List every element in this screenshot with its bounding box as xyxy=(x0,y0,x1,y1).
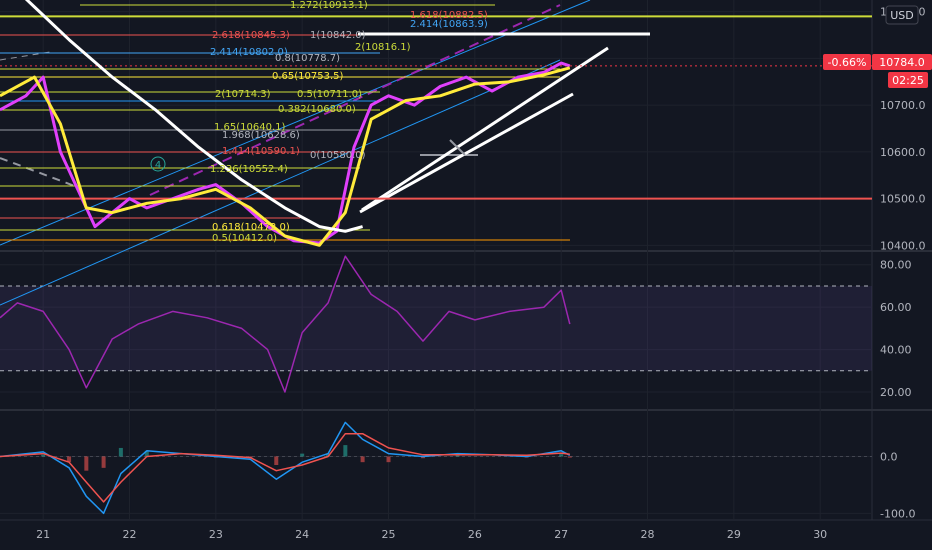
fib-label: 0.65(10753.5) xyxy=(272,71,344,82)
fib-label: 0.8(10778.7) xyxy=(275,53,340,64)
x-tick-label: 30 xyxy=(813,528,827,541)
price-y-tick-label: 10400.0 xyxy=(880,239,926,252)
fib-label: 0.5(10412.0) xyxy=(212,233,277,244)
fib-lines[interactable] xyxy=(0,4,570,241)
macd-histogram-bar xyxy=(300,453,305,457)
price-y-tick-label: 10600.0 xyxy=(880,146,926,159)
rsi-y-tick-label: 40.00 xyxy=(880,344,912,357)
fib-label: 1.272(10913.1) xyxy=(290,0,368,11)
currency-button[interactable]: USD xyxy=(885,5,919,25)
x-tick-label: 23 xyxy=(209,528,223,541)
fib-label: 1.236(10552.4) xyxy=(210,164,288,175)
x-tick-label: 25 xyxy=(382,528,396,541)
fib-label: 1.968(10628.6) xyxy=(222,130,300,141)
white-lower-trendline[interactable] xyxy=(359,92,574,214)
macd-series-1[interactable] xyxy=(0,432,570,503)
fib-label: 0.382(10680.0) xyxy=(278,104,356,115)
currency-button-label[interactable]: USD xyxy=(890,9,914,22)
macd-histogram-bar xyxy=(144,450,149,457)
fib-label: 2.414(10863.9) xyxy=(410,19,488,30)
macd-histogram-bar xyxy=(386,456,391,463)
macd-histogram-bar xyxy=(360,456,365,463)
fib-label: 2.414(10802.0) xyxy=(210,47,288,58)
fib-label: 0(10580.0) xyxy=(310,150,366,161)
fib-label: 1(10842.0) xyxy=(310,30,366,41)
macd-histogram-bar xyxy=(67,456,72,463)
macd-histogram-bar xyxy=(455,455,460,457)
rsi-y-tick-label: 60.00 xyxy=(880,301,912,314)
change-badge xyxy=(823,54,871,70)
fib-label: 1.618(10882.5) xyxy=(410,10,488,21)
macd-y-tick-label: -100.0 xyxy=(880,507,915,520)
currency-button-box[interactable] xyxy=(885,5,919,25)
fib-label: 1.65(10640.1) xyxy=(214,122,286,133)
series-layer xyxy=(0,0,872,515)
macd-histogram-bar xyxy=(274,456,279,465)
white-upper-trendline[interactable] xyxy=(361,46,609,212)
change-badge-text: -0.66% xyxy=(828,56,867,69)
price-series-2[interactable] xyxy=(0,0,363,233)
x-tick-label: 22 xyxy=(123,528,137,541)
fib-label: 2(10714.3) xyxy=(215,89,271,100)
countdown-text: 02:25 xyxy=(892,74,924,87)
macd-histogram-bar xyxy=(101,456,106,468)
downtrend-dashed-line[interactable] xyxy=(0,157,81,189)
downtrend-dashed-line-2[interactable] xyxy=(0,51,51,61)
channel-upper-line[interactable] xyxy=(0,0,591,246)
last-price-text: 10784.0 xyxy=(879,56,925,69)
elliott-wave-label: 4 xyxy=(155,160,161,171)
macd-histogram-bar xyxy=(41,454,46,457)
grey-arrow-line[interactable] xyxy=(449,139,466,156)
price-badges: -0.66% 10784.0 02:25 xyxy=(823,54,932,88)
macd-histogram-bar xyxy=(84,456,89,471)
x-tick-label: 21 xyxy=(36,528,50,541)
last-price-badge xyxy=(872,54,932,70)
macd-histogram-bar xyxy=(567,456,572,458)
price-y-tick-label: 10700.0 xyxy=(880,99,926,112)
price-series-1[interactable] xyxy=(0,66,571,247)
fib-label: 0.618(10472.0) xyxy=(212,222,290,233)
macd-histogram-bar xyxy=(559,454,564,457)
x-tick-label: 24 xyxy=(295,528,309,541)
fib-label: 1.414(10590.1) xyxy=(222,146,300,157)
macd-y-tick-label: 0.0 xyxy=(880,450,898,463)
countdown-badge xyxy=(888,72,928,88)
grid xyxy=(0,0,872,520)
channel-lower-line[interactable] xyxy=(0,59,561,306)
macd-histogram-bar xyxy=(326,453,331,457)
x-tick-label: 28 xyxy=(641,528,655,541)
macd-histogram-bar xyxy=(343,445,348,457)
x-tick-label: 27 xyxy=(554,528,568,541)
rsi-y-tick-label: 20.00 xyxy=(880,386,912,399)
x-tick-label: 26 xyxy=(468,528,482,541)
rsi-y-tick-label: 80.00 xyxy=(880,259,912,272)
x-tick-label: 29 xyxy=(727,528,741,541)
rsi-band-fill xyxy=(0,285,872,371)
macd-histogram-bar xyxy=(421,456,426,459)
price-y-tick-label: 10500.0 xyxy=(880,193,926,206)
fib-label-layer: 1.272(10913.1) 1.618(10882.5)2.414(10863.… xyxy=(210,0,488,244)
fib-label: 2.618(10845.3) xyxy=(212,30,290,41)
channel-mid-dashed[interactable] xyxy=(149,4,561,196)
drawing-layer[interactable] xyxy=(0,0,650,306)
fib-label: 0.5(10711.0) xyxy=(297,89,362,100)
elliott-wave-circle[interactable] xyxy=(150,156,166,172)
fib-label: 2(10816.1) xyxy=(355,42,411,53)
rsi-series-0[interactable] xyxy=(0,255,571,393)
macd-histogram-bar xyxy=(118,447,123,457)
